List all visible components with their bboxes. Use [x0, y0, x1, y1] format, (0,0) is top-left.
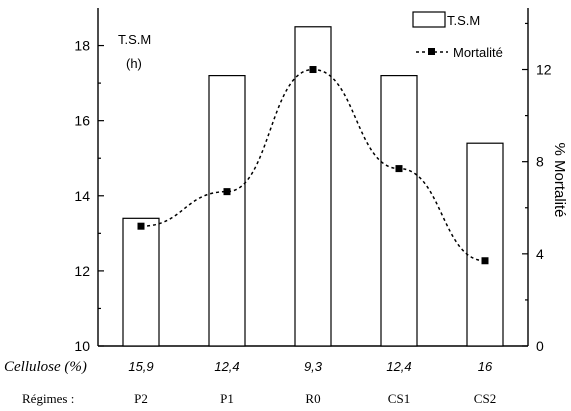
regime-label-r0: R0	[305, 391, 320, 406]
mortality-point-cs2	[481, 257, 489, 265]
mortality-point-cs1	[395, 165, 403, 173]
right-tick-label: 0	[536, 338, 544, 354]
cellulose-value-cs1: 12,4	[386, 359, 411, 374]
right-tick-label: 12	[536, 62, 552, 78]
mortality-point-p1	[223, 188, 231, 196]
mortality-point-p2	[137, 222, 145, 230]
bar-p1	[208, 74, 246, 347]
regime-label-cs2: CS2	[474, 391, 496, 406]
mortality-point-r0	[309, 66, 317, 74]
left-tick-label: 12	[74, 263, 90, 279]
bar-r0	[294, 26, 332, 347]
right-tick-label: 8	[536, 154, 544, 170]
right-tick-label: 4	[536, 246, 544, 262]
cellulose-value-cs2: 16	[478, 359, 493, 374]
bar-p2	[122, 217, 160, 347]
left-tick-label: 10	[74, 338, 90, 354]
left-axis-label-line1: T.S.M	[118, 32, 151, 47]
cellulose-value-p1: 12,4	[214, 359, 239, 374]
left-axis-label-line2: (h)	[126, 56, 142, 71]
legend-bar-label: T.S.M	[447, 13, 480, 28]
regime-label-cs1: CS1	[388, 391, 410, 406]
left-tick-label: 16	[74, 113, 90, 129]
bar-cs2	[466, 142, 504, 347]
cellulose-value-p2: 15,9	[128, 359, 153, 374]
left-tick-label: 18	[74, 38, 90, 54]
legend-line-marker	[428, 48, 435, 55]
cellulose-value-r0: 9,3	[304, 359, 323, 374]
legend-bar-swatch	[412, 11, 446, 28]
regime-label-p1: P1	[220, 391, 234, 406]
right-axis-label: % Mortalité	[551, 142, 568, 217]
left-tick-label: 14	[74, 188, 90, 204]
legend-line-label: Mortalité	[453, 45, 503, 60]
cellulose-row-label: Cellulose (%)	[4, 359, 87, 375]
bar-cs1	[380, 74, 418, 347]
regime-label-p2: P2	[134, 391, 148, 406]
regimes-row-label: Régimes :	[22, 391, 74, 406]
